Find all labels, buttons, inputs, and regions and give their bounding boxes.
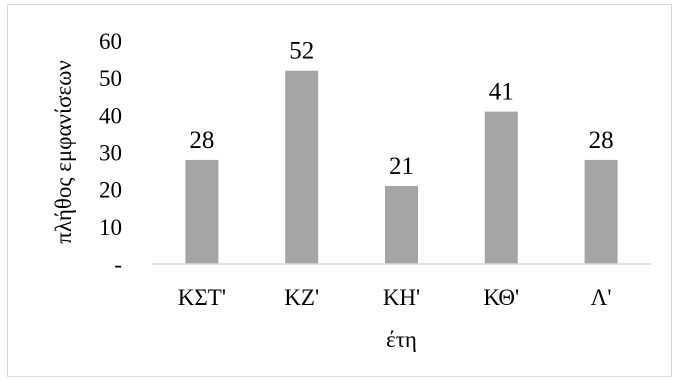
- y-tick-label: 20: [99, 178, 122, 203]
- x-axis-title: έτη: [386, 327, 417, 352]
- data-label: 28: [189, 127, 214, 154]
- bar: [484, 111, 518, 264]
- y-tick-label: -: [114, 252, 122, 277]
- data-label: 28: [589, 127, 614, 154]
- y-axis-title: πλήθος εμφανίσεων: [51, 60, 76, 243]
- bar: [385, 185, 418, 264]
- bar: [285, 70, 319, 264]
- y-axis-ticks: - 10 20 30 40 50 60: [99, 29, 122, 277]
- x-axis-ticks: ΚΣΤ' ΚΖ' ΚΗ' ΚΘ' Λ': [178, 285, 612, 310]
- chart-area: [7, 4, 672, 377]
- x-tick-label: Λ': [591, 285, 612, 310]
- y-tick-label: 60: [99, 29, 122, 54]
- x-tick-label: ΚΗ': [383, 285, 420, 310]
- bar: [185, 159, 219, 264]
- data-label: 21: [389, 153, 414, 180]
- data-labels-group: 28 52 21 41 28: [189, 38, 613, 180]
- y-tick-label: 10: [99, 215, 122, 240]
- x-tick-label: ΚΘ': [483, 285, 519, 310]
- x-tick-label: ΚΣΤ': [178, 285, 226, 310]
- y-tick-label: 50: [99, 66, 122, 91]
- bars-group: [185, 70, 618, 264]
- bar: [584, 159, 618, 264]
- data-label: 52: [289, 38, 314, 65]
- x-tick-label: ΚΖ': [284, 285, 319, 310]
- data-label: 41: [489, 79, 514, 106]
- y-tick-label: 30: [99, 141, 122, 166]
- y-tick-label: 40: [99, 103, 122, 128]
